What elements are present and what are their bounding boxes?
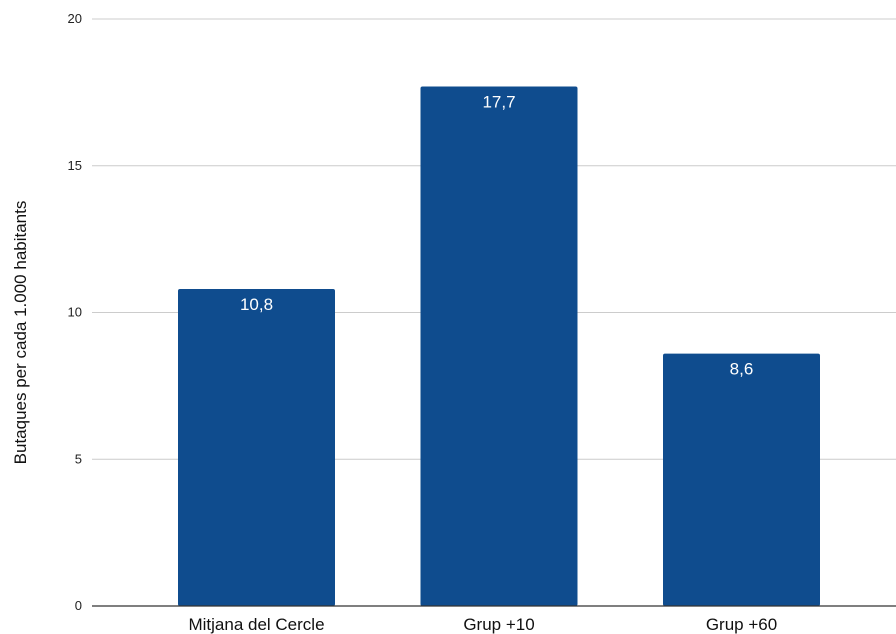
- y-tick-label: 10: [68, 305, 82, 320]
- y-axis-ticks: 0 5 10 15 20: [68, 11, 82, 613]
- bar: [420, 86, 578, 606]
- y-tick-label: 0: [75, 598, 82, 613]
- y-tick-label: 5: [75, 451, 82, 466]
- bar-value-label: 10,8: [240, 295, 273, 314]
- bar: [663, 353, 820, 606]
- x-axis-categories: Mitjana del Cercle Grup +10 Grup +60: [188, 615, 777, 634]
- x-category-label: Grup +10: [463, 615, 534, 634]
- bar-value-label: 8,6: [730, 360, 754, 379]
- y-tick-label: 20: [68, 11, 82, 26]
- y-axis-title: Butaques per cada 1.000 habitants: [11, 201, 30, 465]
- data-labels: 10,8 17,7 8,6: [240, 93, 753, 379]
- bar: [178, 289, 335, 606]
- bar-value-label: 17,7: [482, 93, 515, 112]
- bars: [178, 86, 820, 606]
- x-category-label: Grup +60: [706, 615, 777, 634]
- x-category-label: Mitjana del Cercle: [188, 615, 324, 634]
- y-tick-label: 15: [68, 158, 82, 173]
